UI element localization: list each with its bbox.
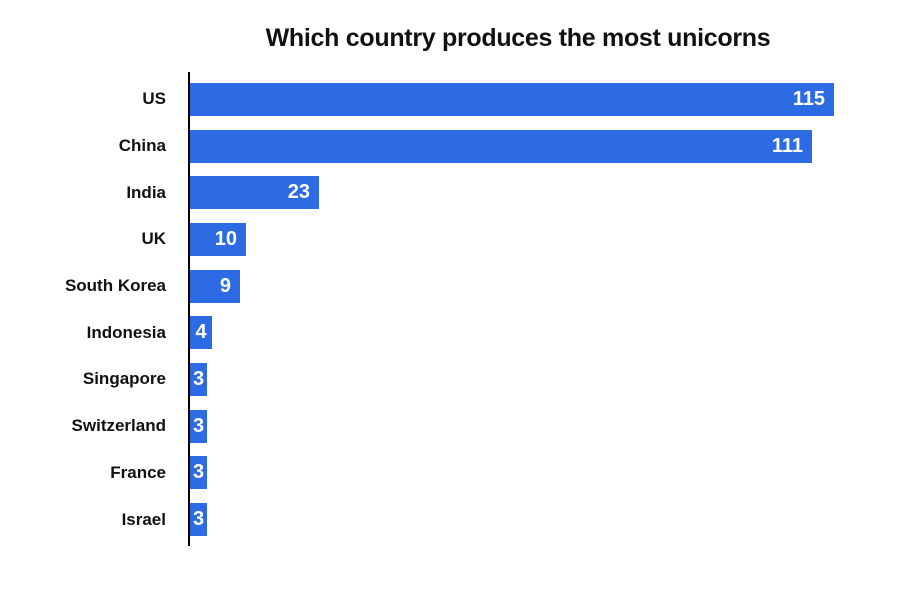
category-label: France [110,462,166,482]
bar-row: 3 [190,403,897,450]
bar: 4 [190,316,212,350]
bar-row: 3 [190,450,897,497]
category-label: UK [141,229,166,249]
bar-row: 9 [190,263,897,310]
bar-row: 3 [190,496,897,543]
bar-row: 115 [190,76,897,123]
category-label: Israel [121,509,166,529]
bar-row: 4 [190,309,897,356]
bar: 3 [190,503,207,537]
bar: 115 [190,82,834,116]
value-label: 3 [192,367,205,390]
bar: 3 [190,409,207,443]
category-label: India [126,182,166,202]
category-label: US [142,89,166,109]
category-label: Singapore [82,369,166,389]
bar: 111 [190,129,812,163]
bar: 10 [190,222,246,256]
bar-row: 10 [190,216,897,263]
bar: 23 [190,176,319,210]
category-label: Indonesia [86,322,166,342]
bar: 9 [190,269,240,303]
category-label: China [118,136,166,156]
plot-area: 115 111 23 10 9 4 3 3 3 3 [188,72,897,546]
category-label: South Korea [64,276,166,296]
value-label: 9 [219,274,231,297]
value-label: 3 [192,508,205,531]
labels-column: US China India UK South Korea Indonesia Singap… [0,72,188,546]
bar-row: 3 [190,356,897,403]
bar-row: 111 [190,123,897,170]
value-label: 111 [771,134,803,157]
value-label: 3 [192,414,205,437]
chart-title: Which country produces the most unicorns [265,24,771,52]
value-label: 115 [792,87,825,110]
bar-chart: US China India UK South Korea Indonesia Singap… [0,72,897,546]
category-label: Switzerland [71,416,166,436]
bar: 3 [190,362,207,396]
value-label: 4 [195,321,207,344]
value-label: 23 [287,181,310,204]
value-label: 3 [192,461,205,484]
bar-row: 23 [190,169,897,216]
value-label: 10 [214,227,237,250]
bar: 3 [190,456,207,490]
